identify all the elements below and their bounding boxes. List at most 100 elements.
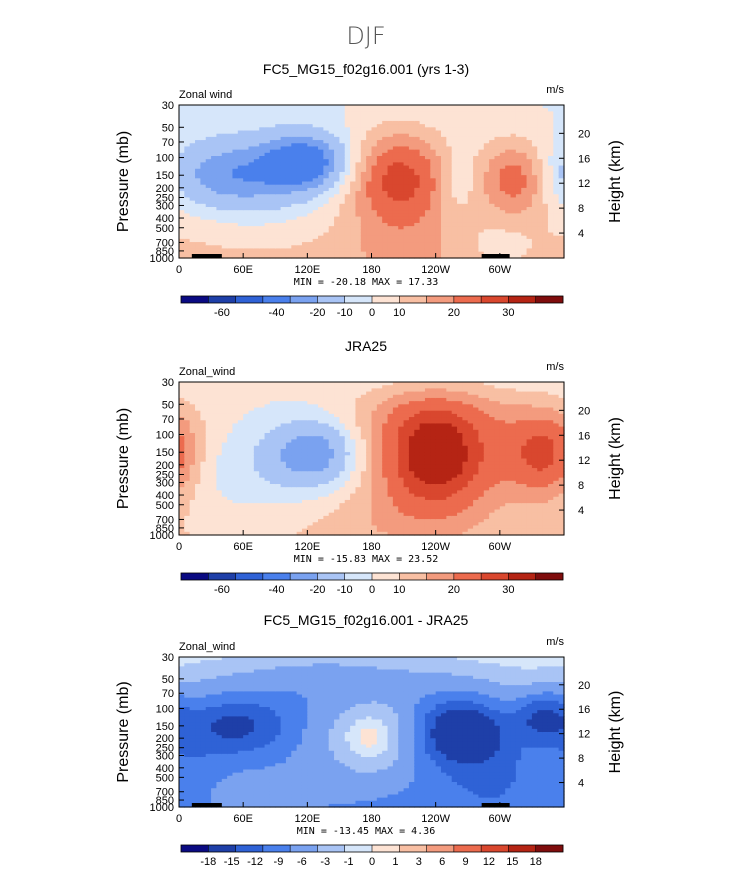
- field-cell: [328, 191, 335, 195]
- field-cell: [269, 140, 276, 144]
- field-cell: [195, 136, 201, 141]
- field-cell: [259, 254, 266, 259]
- field-cell: [334, 222, 341, 227]
- field-cell: [328, 178, 335, 183]
- field-cell: [296, 162, 303, 167]
- field-cell: [334, 194, 341, 199]
- field-cell: [280, 242, 287, 246]
- field-cell: [189, 222, 196, 227]
- field-cell: [243, 171, 250, 176]
- field-cell: [285, 159, 292, 163]
- field-cell: [253, 162, 260, 167]
- field-cell: [318, 152, 324, 157]
- field-cell: [195, 175, 201, 179]
- field-cell: [285, 165, 292, 170]
- field-cell: [200, 171, 207, 176]
- field-cell: [232, 219, 239, 224]
- field-cell: [221, 181, 228, 186]
- field-cell: [200, 136, 207, 141]
- field-cell: [216, 146, 223, 151]
- field-cell: [307, 207, 314, 211]
- field-cell: [205, 114, 212, 119]
- field-cell: [179, 219, 185, 224]
- field-cell: [301, 152, 308, 157]
- field-cell: [301, 238, 308, 243]
- field-cell: [328, 105, 335, 109]
- field-cell: [216, 191, 223, 195]
- field-cell: [253, 226, 260, 230]
- field-cell: [205, 140, 212, 144]
- field-cell: [195, 248, 201, 253]
- field-cell: [221, 194, 228, 199]
- field-cell: [285, 105, 292, 109]
- field-cell: [227, 127, 234, 132]
- field-cell: [195, 178, 201, 183]
- field-cell: [269, 162, 276, 167]
- field-cell: [216, 143, 223, 148]
- field-cell: [328, 219, 335, 224]
- variable-label: Zonal_wind: [179, 366, 235, 378]
- field-cell: [189, 105, 196, 109]
- field-cell: [307, 245, 314, 250]
- colorbar-swatch: [399, 296, 427, 303]
- field-cell: [328, 159, 335, 163]
- field-cell: [291, 232, 298, 237]
- field-cell: [184, 171, 191, 176]
- field-cell: [264, 120, 271, 125]
- field-cell: [221, 216, 228, 221]
- field-cell: [232, 171, 239, 176]
- field-cell: [253, 111, 260, 116]
- field-cell: [195, 200, 201, 205]
- field-cell: [280, 232, 287, 237]
- field-cell: [307, 133, 314, 138]
- colorbar-swatch: [208, 296, 236, 303]
- field-cell: [285, 108, 292, 112]
- pressure-tick-label: 1000: [150, 253, 174, 265]
- field-cell: [323, 178, 330, 183]
- field-cell: [227, 232, 234, 237]
- field-cell: [291, 136, 298, 141]
- field-cell: [275, 229, 282, 234]
- field-cell: [301, 124, 308, 128]
- field-cell: [264, 197, 271, 202]
- field-cell: [301, 200, 308, 205]
- field-cell: [232, 242, 239, 246]
- field-cell: [179, 197, 185, 202]
- field-cell: [280, 136, 287, 141]
- min-max-stats: MIN = -20.18 MAX = 17.33: [294, 277, 439, 288]
- field-cell: [237, 216, 244, 221]
- field-cell: [291, 187, 298, 192]
- field-cell: [179, 149, 185, 154]
- field-cell: [296, 117, 303, 122]
- field-cell: [184, 175, 191, 179]
- field-cell: [275, 251, 282, 256]
- field-cell: [179, 165, 185, 170]
- field-cell: [179, 120, 185, 125]
- field-cell: [301, 111, 308, 116]
- field-cell: [269, 114, 276, 119]
- field-cell: [189, 130, 196, 135]
- field-cell: [318, 162, 324, 167]
- field-cell: [318, 191, 324, 195]
- field-cell: [323, 251, 330, 256]
- field-cell: [339, 165, 346, 170]
- field-cell: [323, 191, 330, 195]
- field-cell: [237, 120, 244, 125]
- field-cell: [312, 242, 319, 246]
- field-cell: [243, 248, 250, 253]
- field-cell: [243, 152, 250, 157]
- field-cell: [232, 238, 239, 243]
- field-cell: [221, 245, 228, 250]
- colorbar-swatch: [235, 296, 264, 303]
- field-cell: [301, 232, 308, 237]
- field-cell: [216, 187, 223, 192]
- field-cell: [253, 232, 260, 237]
- field-cell: [275, 146, 282, 151]
- field-cell: [328, 235, 335, 240]
- field-cell: [307, 187, 314, 192]
- field-cell: [248, 165, 255, 170]
- field-cell: [339, 156, 346, 160]
- field-cell: [285, 219, 292, 224]
- field-cell: [323, 171, 330, 176]
- field-cell: [291, 207, 298, 211]
